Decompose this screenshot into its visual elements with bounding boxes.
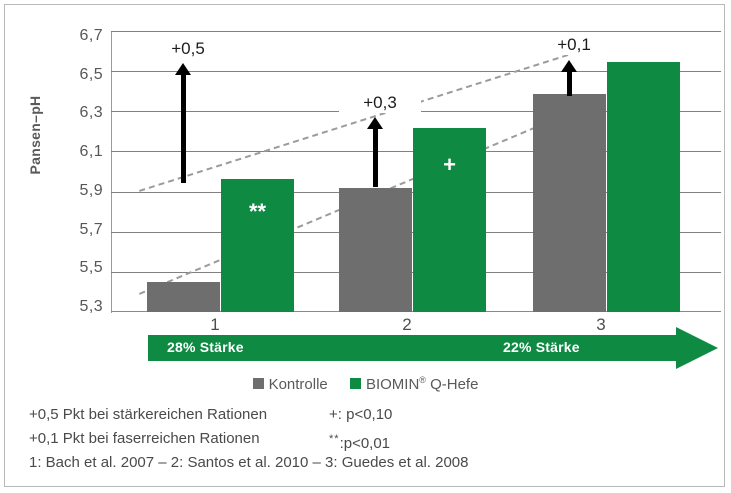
legend-item-kontrolle[interactable]: Kontrolle bbox=[252, 375, 328, 393]
y-axis-line bbox=[111, 31, 112, 313]
gridline-6-5 bbox=[111, 71, 721, 72]
footnotes: +0,5 Pkt bei stärkereichen Rationen +: p… bbox=[29, 403, 709, 475]
legend-swatch-kontrolle-icon bbox=[252, 377, 264, 389]
significance-mark-2: + bbox=[443, 152, 456, 177]
bar-biomin-2[interactable]: + bbox=[413, 128, 486, 312]
footnote-1-sig: + bbox=[329, 406, 338, 423]
delta-arrow-shaft-1 bbox=[181, 73, 186, 183]
bar-kontrolle-2[interactable] bbox=[339, 188, 412, 312]
y-tick-6-5: 6,5 bbox=[79, 66, 103, 83]
arrow-band-body bbox=[148, 335, 676, 361]
x-tick-1: 1 bbox=[210, 315, 220, 334]
delta-label-3: +0,1 bbox=[533, 35, 615, 55]
footnote-1-right: +: p<0,10 bbox=[329, 403, 392, 427]
footnote-1-left: +0,5 Pkt bei stärkereichen Rationen bbox=[29, 406, 268, 423]
footnote-row-1: +0,5 Pkt bei stärkereichen Rationen +: p… bbox=[29, 403, 709, 427]
starch-gradient-arrow: 28% Stärke 22% Stärke bbox=[148, 327, 718, 369]
x-tick-2: 2 bbox=[402, 315, 412, 334]
footnote-2-right: **:p<0,01 bbox=[329, 427, 390, 456]
footnote-1-text: : p<0,10 bbox=[337, 406, 393, 423]
footnote-2-sig: ** bbox=[329, 433, 340, 445]
legend-item-biomin[interactable]: BIOMIN® Q-Hefe bbox=[349, 375, 479, 394]
legend-swatch-biomin-icon bbox=[349, 378, 361, 390]
delta-arrow-head-3 bbox=[561, 60, 577, 72]
footnote-2-left: +0,1 Pkt bei faserreichen Rationen bbox=[29, 430, 260, 447]
delta-label-1: +0,5 bbox=[147, 39, 229, 59]
legend-label-biomin-tail: Q-Hefe bbox=[425, 376, 479, 394]
y-axis-title: Pansen–pH bbox=[27, 95, 43, 175]
legend-label-biomin-registered: ® bbox=[419, 375, 426, 386]
bar-biomin-1[interactable]: ** bbox=[221, 179, 294, 312]
y-tick-6-7: 6,7 bbox=[79, 27, 103, 44]
footnote-2-text: :p<0,01 bbox=[339, 435, 391, 452]
legend: Kontrolle BIOMIN® Q-Hefe bbox=[5, 375, 726, 393]
delta-arrow-head-2 bbox=[367, 117, 383, 129]
y-tick-6-3: 6,3 bbox=[79, 104, 103, 121]
band-label-left: 28% Stärke bbox=[167, 339, 244, 355]
footnote-row-2: +0,1 Pkt bei faserreichen Rationen **:p<… bbox=[29, 427, 709, 452]
plot-area: ** +0,5 + +0,3 +0,1 bbox=[111, 31, 721, 312]
chart-frame: Pansen–pH 6,7 6,5 6,3 6,1 5,9 5,7 5,5 5,… bbox=[4, 4, 725, 487]
x-tick-3: 3 bbox=[596, 315, 606, 334]
band-label-right: 22% Stärke bbox=[503, 339, 580, 355]
y-tick-6-1: 6,1 bbox=[79, 143, 103, 160]
significance-mark-1: ** bbox=[248, 199, 267, 224]
footnote-row-3: 1: Bach et al. 2007 – 2: Santos et al. 2… bbox=[29, 451, 709, 475]
y-tick-5-3: 5,3 bbox=[79, 298, 103, 315]
bar-biomin-3[interactable] bbox=[607, 62, 680, 312]
y-tick-5-5: 5,5 bbox=[79, 259, 103, 276]
legend-label-kontrolle: Kontrolle bbox=[268, 375, 328, 393]
arrow-band-head-icon bbox=[676, 327, 718, 369]
delta-arrow-shaft-2 bbox=[373, 127, 378, 187]
delta-label-2: +0,3 bbox=[339, 93, 421, 113]
y-tick-5-7: 5,7 bbox=[79, 221, 103, 238]
delta-arrow-shaft-3 bbox=[567, 70, 572, 96]
bar-kontrolle-3[interactable] bbox=[533, 94, 606, 312]
delta-arrow-head-1 bbox=[175, 63, 191, 75]
legend-label-biomin-main: BIOMIN bbox=[365, 376, 420, 394]
footnote-3-sources: 1: Bach et al. 2007 – 2: Santos et al. 2… bbox=[29, 454, 469, 471]
gridline-6-7 bbox=[111, 31, 721, 32]
bar-kontrolle-1[interactable] bbox=[147, 282, 220, 312]
y-tick-5-9: 5,9 bbox=[79, 182, 103, 199]
